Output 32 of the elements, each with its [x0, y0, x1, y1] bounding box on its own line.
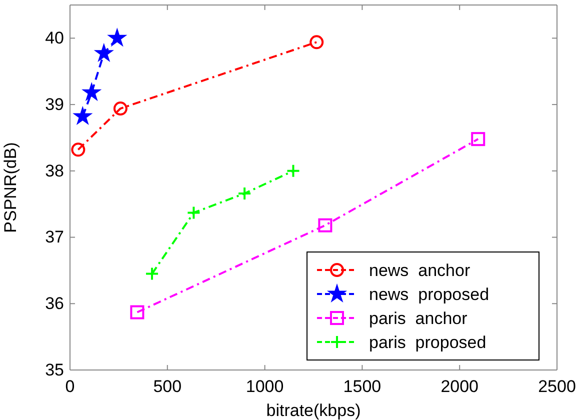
- point: [82, 83, 101, 100]
- y-tick-label: 35: [45, 360, 64, 380]
- y-tick-label: 37: [45, 228, 64, 247]
- x-axis-title: bitrate(kbps): [266, 401, 361, 420]
- x-tick-label: 1000: [246, 377, 284, 396]
- legend-label: paris anchor: [369, 309, 468, 328]
- x-tick-label: 0: [65, 377, 75, 396]
- point: [74, 107, 92, 124]
- point: [286, 164, 300, 178]
- point: [130, 305, 144, 320]
- point: [310, 35, 324, 50]
- point: [238, 186, 252, 200]
- y-tick-label: 36: [45, 294, 64, 314]
- legend-label: news anchor: [369, 261, 470, 280]
- y-axis-title: PSPNR(dB): [1, 142, 20, 233]
- legend-label: paris proposed: [369, 333, 486, 352]
- point: [471, 132, 486, 146]
- y-tick-label: 39: [45, 94, 64, 114]
- legend-label: news proposed: [369, 285, 490, 304]
- point: [318, 218, 332, 232]
- point: [94, 44, 113, 62]
- y-tick-label: 40: [45, 28, 64, 48]
- y-tick-label: 38: [45, 161, 64, 180]
- point: [186, 206, 201, 220]
- x-tick-label: 2000: [440, 377, 479, 396]
- point: [71, 142, 86, 157]
- point: [108, 28, 126, 46]
- point: [145, 266, 160, 281]
- x-tick-label: 1500: [343, 377, 382, 396]
- x-tick-label: 500: [153, 377, 182, 396]
- x-tick-label: 2500: [538, 377, 576, 396]
- point: [113, 102, 128, 116]
